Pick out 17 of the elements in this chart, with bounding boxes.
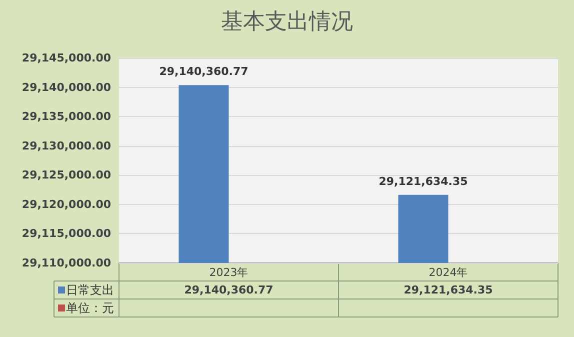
text: 29,140,360.77: [159, 65, 248, 78]
data-label: 29,140,360.77: [184, 284, 274, 296]
text: 29,121,634.35: [378, 174, 468, 188]
legend-label: 单位：元: [66, 301, 114, 315]
y-tick-label: 29,125,000.00: [22, 168, 112, 182]
y-tick-label: 29,140,000.00: [22, 80, 112, 94]
y-tick-label: 29,110,000.00: [22, 256, 112, 270]
legend-label: 日常支出: [66, 283, 114, 297]
data-label: 29,121,634.35: [404, 284, 493, 296]
y-tick-label: 29,135,000.00: [22, 110, 112, 124]
y-tick-label: 29,130,000.00: [22, 139, 112, 152]
y-tick-label: 29,115,000.00: [22, 227, 112, 240]
x-tick-label: 2023年: [209, 266, 248, 279]
x-tick-label: 2024年: [428, 266, 468, 279]
y-tick-label: 29,120,000.00: [22, 198, 112, 211]
chart-title: 基本支出情况: [221, 10, 353, 34]
y-tick-label: 29,145,000.00: [22, 52, 112, 64]
